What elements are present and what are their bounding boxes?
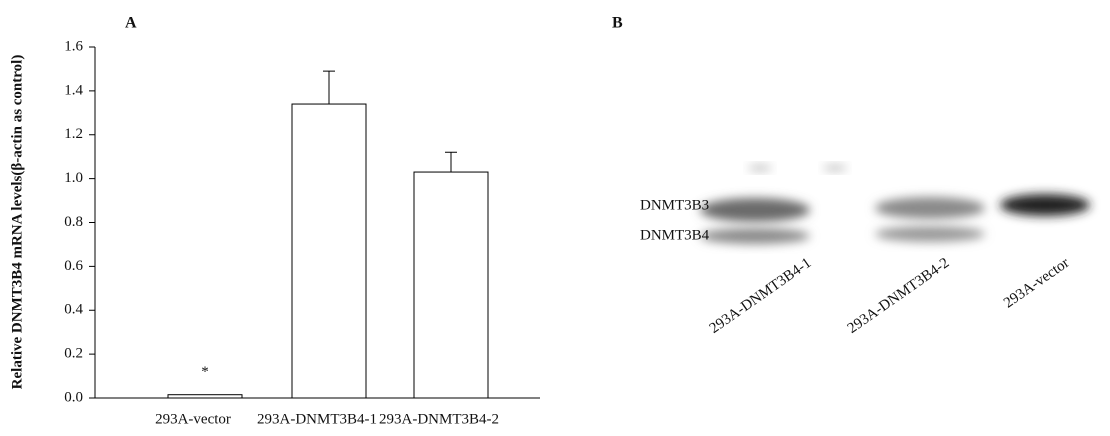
- figure: A Relative DNMT3B4 mRNA levels(β-actin a…: [0, 0, 1110, 436]
- band-label: DNMT3B3: [640, 197, 709, 213]
- error-bar: [445, 152, 457, 172]
- y-tick-label: 1.0: [64, 170, 83, 186]
- annotation: *: [201, 364, 209, 380]
- y-tick-label: 0.2: [64, 346, 83, 362]
- y-tick-label: 1.2: [64, 126, 83, 142]
- band-label: DNMT3B4: [640, 227, 710, 243]
- y-axis-label: Relative DNMT3B4 mRNA levels(β-actin as …: [9, 55, 25, 390]
- y-tick-label: 0.6: [64, 258, 83, 274]
- y-tick-label: 0.0: [64, 389, 83, 405]
- x-tick-label: 293A-DNMT3B4-1: [257, 411, 377, 427]
- y-tick-label: 0.4: [64, 302, 83, 318]
- y-tick-label: 0.8: [64, 214, 83, 230]
- x-tick-label: 293A-vector: [155, 411, 231, 427]
- bar: [414, 172, 488, 398]
- y-tick-label: 1.6: [64, 38, 83, 54]
- page: A Relative DNMT3B4 mRNA levels(β-actin a…: [0, 0, 1110, 436]
- panel-label: A: [125, 15, 137, 32]
- blot-image: [615, 160, 1095, 270]
- error-bar: [323, 71, 335, 104]
- y-tick-label: 1.4: [64, 82, 83, 98]
- bar: [292, 104, 366, 398]
- bar: [168, 395, 242, 398]
- panel-label: B: [612, 15, 623, 32]
- x-tick-label: 293A-DNMT3B4-2: [379, 411, 499, 427]
